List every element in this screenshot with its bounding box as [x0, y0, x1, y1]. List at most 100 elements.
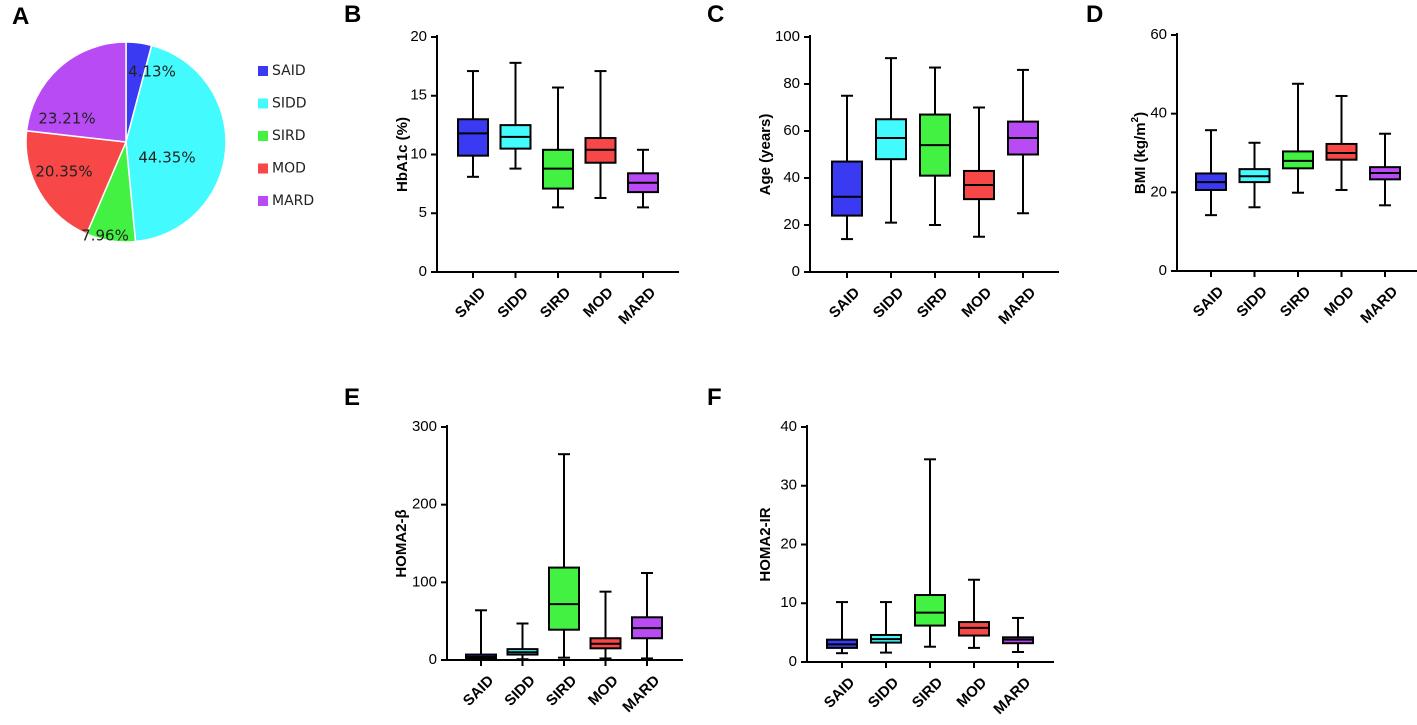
panel-letter-e: E [344, 384, 360, 411]
x-tick-label-d-mod: MOD [1321, 283, 1358, 320]
y-tick-label-f: 40 [780, 418, 797, 435]
pie-chart: 4.13% 44.35% 7.96% 20.35% 23.21% [25, 41, 227, 245]
x-tick-label-c-said: SAID [826, 284, 863, 321]
y-tick-label-f: 0 [789, 653, 797, 670]
iqr-box-mod [1325, 142, 1358, 161]
y-axis-title-text-c: Age (years) [757, 114, 774, 196]
y-tick-label-c: 60 [783, 122, 800, 139]
x-tick-label-c-sidd: SIDD [870, 284, 907, 321]
x-tick-label-b-sird: SIRD [537, 284, 574, 321]
y-axis-title-text-f: HOMA2-IR [757, 507, 774, 581]
legend-swatch-mard [258, 196, 268, 206]
y-tick-label-c: 100 [775, 28, 800, 45]
pie-label-mard: 23.21% [38, 110, 95, 128]
box-c-said [831, 94, 863, 241]
iqr-box-sidd [875, 118, 907, 161]
box-b-sidd [499, 61, 532, 170]
y-tick-label-e: 200 [412, 496, 437, 513]
panel-letter-c: C [707, 1, 724, 28]
y-tick-label-e: 100 [412, 573, 437, 590]
box-b-said [457, 70, 489, 178]
box-e-sidd [506, 622, 539, 661]
x-tick-label-e-mard: MARD [619, 672, 663, 716]
x-tick-label-e-mod: MOD [585, 672, 622, 709]
x-tick-label-f-sidd: SIDD [865, 674, 902, 711]
box-e-mard [631, 572, 663, 660]
y-axis-title-text-b: HbA1c (%) [394, 117, 411, 192]
box-d-mard [1369, 132, 1401, 207]
box-c-mod [963, 106, 995, 238]
x-tick-label-d-sidd: SIDD [1233, 283, 1270, 320]
box-d-said [1195, 129, 1227, 217]
legend-swatch-sird [258, 131, 268, 141]
iqr-box-sird [548, 566, 580, 631]
y-axis-title-c: Age (years) [757, 114, 774, 196]
iqr-box-said [457, 118, 489, 157]
y-axis-title-part: BMI (kg/m [1132, 122, 1149, 194]
iqr-box-sird [914, 594, 946, 627]
pie-slice-mard [25, 41, 127, 143]
box-f-mod [958, 578, 990, 649]
x-tick-label-f-said: SAID [821, 674, 858, 711]
y-tick-label-d: 60 [1150, 26, 1167, 43]
x-tick-label-c-mod: MOD [958, 284, 995, 321]
y-axis-title-f: HOMA2-IR [757, 507, 774, 581]
y-axis-title-text-e: HOMA2-β [393, 509, 410, 577]
box-b-sird [542, 86, 574, 209]
y-tick-label-f: 20 [780, 535, 797, 552]
panel-letter-b: B [344, 1, 361, 28]
x-tick-label-d-said: SAID [1190, 283, 1227, 320]
y-axis-title-text-d: BMI (kg/m2) [1130, 112, 1149, 194]
pie-slice-sidd [125, 44, 227, 243]
box-b-mod [584, 70, 617, 199]
legend-label-sidd: SIDD [272, 96, 307, 112]
pie-label-sird: 7.96% [81, 227, 129, 245]
box-f-said [826, 601, 858, 655]
x-tick-label-e-sird: SIRD [543, 672, 580, 709]
legend-label-mod: MOD [272, 161, 306, 177]
panel-letter-d: D [1086, 1, 1103, 28]
box-e-mod [589, 590, 622, 660]
box-c-mard [1007, 68, 1039, 215]
x-tick-label-b-mard: MARD [615, 284, 659, 328]
y-tick-label-b: 5 [419, 204, 427, 221]
x-tick-label-f-mod: MOD [953, 674, 990, 711]
y-axis-title-sup: 2 [1130, 116, 1141, 122]
pie-legend: SAID SIDD SIRD MOD MARD [258, 63, 314, 209]
legend-swatch-sidd [258, 98, 268, 109]
x-tick-label-f-mard: MARD [990, 674, 1034, 718]
x-tick-label-c-sird: SIRD [914, 284, 951, 321]
pie-slice-mod [25, 129, 128, 235]
iqr-box-said [831, 160, 863, 217]
y-tick-label-c: 20 [783, 216, 800, 233]
box-f-sird [914, 458, 946, 648]
pie-label-mod: 20.35% [35, 163, 92, 181]
x-tick-label-b-mod: MOD [580, 284, 617, 321]
pie-label-sidd: 44.35% [138, 149, 195, 167]
y-tick-label-c: 80 [783, 75, 800, 92]
y-tick-label-c: 0 [792, 263, 800, 280]
y-tick-label-e: 0 [429, 651, 437, 668]
box-e-sird [548, 453, 580, 659]
y-tick-label-d: 20 [1150, 183, 1167, 200]
x-tick-label-b-said: SAID [452, 284, 489, 321]
y-tick-label-b: 10 [410, 145, 427, 162]
boxplot-panel-c: 0 20 40 60 80 100 Age (years) SAID SIDD SIRD MOD MA… [757, 28, 1059, 328]
y-tick-label-d: 0 [1159, 262, 1167, 279]
y-axis-title-d: BMI (kg/m2) [1130, 112, 1149, 194]
boxplot-panel-d: 0 20 40 60 BMI (kg/m2) SAID SIDD SIRD MOD MARD [1130, 26, 1417, 327]
box-c-sidd [875, 57, 907, 224]
x-tick-label-c-mard: MARD [995, 284, 1039, 328]
y-axis-title-b: HbA1c (%) [394, 117, 411, 192]
box-d-mod [1325, 94, 1358, 191]
panel-letter-a: A [12, 3, 29, 30]
y-tick-label-e: 300 [412, 418, 437, 435]
y-tick-label-d: 40 [1150, 105, 1167, 122]
boxplot-panel-f: 0 10 20 30 40 HOMA2-IR SAID SIDD SIRD MOD MARD [757, 418, 1054, 718]
box-c-sird [919, 66, 951, 226]
y-axis-title-e: HOMA2-β [393, 509, 410, 577]
y-tick-label-f: 30 [780, 477, 797, 494]
legend-label-sird: SIRD [272, 128, 306, 144]
